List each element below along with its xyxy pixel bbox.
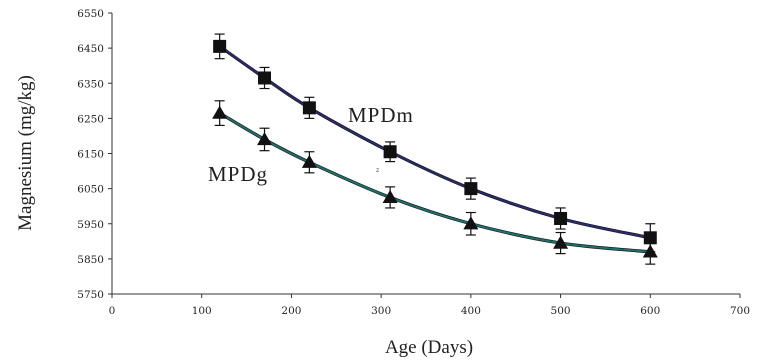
- series-label-mpdg: MPDg: [208, 162, 268, 186]
- series-layer: [212, 33, 658, 265]
- data-point-mpdg: [463, 216, 479, 230]
- stray-mark: z: [376, 167, 379, 174]
- x-tick-label: 600: [640, 305, 660, 317]
- data-point-mpdg: [382, 189, 398, 204]
- y-tick-label: 5850: [77, 254, 104, 266]
- series-mpdm: [213, 33, 657, 253]
- data-point-mpdg: [212, 105, 228, 119]
- axes: 5750 5850 5950 6050 6150 6250 6350 6450 6550 0 100…: [77, 8, 750, 317]
- x-tick-label: 500: [551, 305, 571, 317]
- x-tick-label: 0: [109, 305, 116, 317]
- y-tick-label: 6250: [77, 113, 104, 125]
- x-tick-label: 700: [730, 305, 750, 317]
- series-label-mpdm: MPDm: [348, 103, 414, 127]
- data-point-mpdm: [554, 211, 568, 225]
- y-tick-label: 5750: [77, 289, 104, 301]
- y-tick-label: 5950: [77, 219, 104, 231]
- data-point-mpdm: [464, 182, 478, 196]
- y-tick-label: 6350: [77, 78, 104, 90]
- data-point-mpdm: [302, 101, 316, 115]
- y-tick-label: 6050: [77, 184, 104, 196]
- data-point-mpdg: [257, 131, 273, 146]
- x-tick-label: 400: [461, 305, 481, 317]
- series-line-color-mpdg: [219, 112, 651, 253]
- data-point-mpdm: [643, 231, 657, 245]
- x-axis-title: Age (Days): [385, 337, 473, 358]
- series-line-color-mpdm: [219, 45, 651, 239]
- y-tick-label: 6450: [77, 43, 104, 55]
- series-line-mpdm: [218, 45, 651, 240]
- data-point-mpdg: [642, 244, 658, 258]
- y-tick-label: 6150: [77, 149, 104, 161]
- data-point-mpdg: [553, 235, 569, 249]
- x-tick-label: 100: [192, 305, 212, 317]
- x-tick-label: 200: [281, 305, 301, 317]
- data-point-mpdm: [258, 71, 272, 85]
- y-tick-label: 6550: [77, 8, 104, 20]
- series-line-mpdg: [218, 111, 651, 254]
- data-point-mpdm: [213, 39, 227, 53]
- data-point-mpdg: [301, 154, 317, 168]
- series-mpdg: [212, 100, 658, 265]
- x-tick-label: 300: [371, 305, 391, 317]
- y-axis-title: Magnesium (mg/kg): [15, 75, 36, 231]
- data-point-mpdm: [383, 145, 397, 159]
